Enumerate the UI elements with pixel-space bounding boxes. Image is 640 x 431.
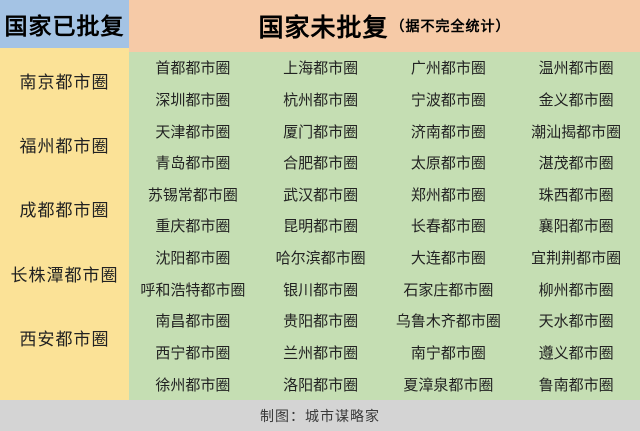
unapproved-metro-item: 南昌都市圈: [155, 312, 231, 331]
unapproved-header: 国家未批复 （据不完全统计）: [129, 0, 640, 52]
approved-metro-item: 西安都市圈: [19, 330, 110, 351]
approved-column: 国家已批复 南京都市圈福州都市圈成都都市圈长株潭都市圈 西安都市圈: [0, 0, 129, 400]
unapproved-metro-item: 珠西都市圈: [538, 185, 614, 204]
unapproved-column: 国家未批复 （据不完全统计） 首都都市圈 上海都市圈 广州都市圈 温州都市圈深圳都市圈 杭…: [129, 0, 640, 400]
unapproved-metro-item: 广州都市圈: [410, 59, 486, 78]
unapproved-metro-item: 柳州都市圈: [538, 280, 614, 299]
approved-header: 国家已批复: [0, 0, 129, 48]
unapproved-metro-item: 天水都市圈: [538, 312, 614, 331]
unapproved-metro-item: 天津都市圈: [155, 122, 231, 141]
unapproved-metro-item: 太原都市圈: [410, 154, 486, 173]
unapproved-metro-item: 合肥都市圈: [283, 154, 359, 173]
unapproved-metro-item: 杭州都市圈: [283, 90, 359, 109]
unapproved-metro-item: 夏漳泉都市圈: [403, 375, 494, 394]
approved-metro-item: 南京都市圈: [19, 72, 110, 93]
unapproved-metro-item: 湛茂都市圈: [538, 154, 614, 173]
unapproved-metro-item: 洛阳都市圈: [283, 375, 359, 394]
unapproved-metro-item: 银川都市圈: [283, 280, 359, 299]
unapproved-header-title: 国家未批复: [258, 13, 389, 42]
unapproved-metro-item: 呼和浩特都市圈: [140, 280, 246, 299]
unapproved-metro-item: 襄阳都市圈: [538, 217, 614, 236]
table-area: 国家已批复 南京都市圈福州都市圈成都都市圈长株潭都市圈 西安都市圈 国家未批复 （据…: [0, 0, 640, 400]
approved-metro-item: 长株潭都市圈: [10, 265, 119, 286]
unapproved-metro-item: 兰州都市圈: [283, 344, 359, 363]
credit-footer: 制图：城市谋略家: [0, 400, 640, 431]
unapproved-metro-item: 厦门都市圈: [283, 122, 359, 141]
unapproved-metro-item: 徐州都市圈: [155, 375, 231, 394]
unapproved-metro-item: 沈阳都市圈: [155, 249, 231, 268]
unapproved-metro-item: 宜荆荆都市圈: [531, 249, 622, 268]
unapproved-metro-item: 温州都市圈: [538, 59, 614, 78]
unapproved-metro-item: 宁波都市圈: [410, 90, 486, 109]
unapproved-metro-item: 上海都市圈: [283, 59, 359, 78]
unapproved-metro-item: 重庆都市圈: [155, 217, 231, 236]
unapproved-metro-item: 济南都市圈: [410, 122, 486, 141]
unapproved-metro-item: 石家庄都市圈: [403, 280, 494, 299]
unapproved-metro-item: 鲁南都市圈: [538, 375, 614, 394]
unapproved-metro-item: 青岛都市圈: [155, 154, 231, 173]
unapproved-grid: 首都都市圈 上海都市圈 广州都市圈 温州都市圈深圳都市圈 杭州都市圈 宁波都市圈 金义都市圈…: [129, 52, 640, 400]
unapproved-metro-item: 哈尔滨都市圈: [275, 249, 366, 268]
unapproved-metro-item: 首都都市圈: [155, 59, 231, 78]
unapproved-metro-item: 深圳都市圈: [155, 90, 231, 109]
approved-metro-item: 福州都市圈: [19, 137, 110, 158]
unapproved-metro-item: 金义都市圈: [538, 90, 614, 109]
unapproved-metro-item: 郑州都市圈: [410, 185, 486, 204]
unapproved-metro-item: 贵阳都市圈: [283, 312, 359, 331]
unapproved-metro-item: 长春都市圈: [410, 217, 486, 236]
approved-metro-item: 成都都市圈: [19, 201, 110, 222]
unapproved-metro-item: 潮汕揭都市圈: [531, 122, 622, 141]
unapproved-metro-item: 大连都市圈: [410, 249, 486, 268]
unapproved-metro-item: 遵义都市圈: [538, 344, 614, 363]
unapproved-header-note: （据不完全统计）: [390, 19, 511, 35]
unapproved-metro-item: 武汉都市圈: [283, 185, 359, 204]
unapproved-metro-item: 南宁都市圈: [410, 344, 486, 363]
unapproved-metro-item: 西宁都市圈: [155, 344, 231, 363]
unapproved-metro-item: 昆明都市圈: [283, 217, 359, 236]
unapproved-metro-item: 苏锡常都市圈: [147, 185, 238, 204]
approved-list: 南京都市圈福州都市圈成都都市圈长株潭都市圈 西安都市圈: [0, 48, 129, 400]
unapproved-metro-item: 乌鲁木齐都市圈: [395, 312, 501, 331]
